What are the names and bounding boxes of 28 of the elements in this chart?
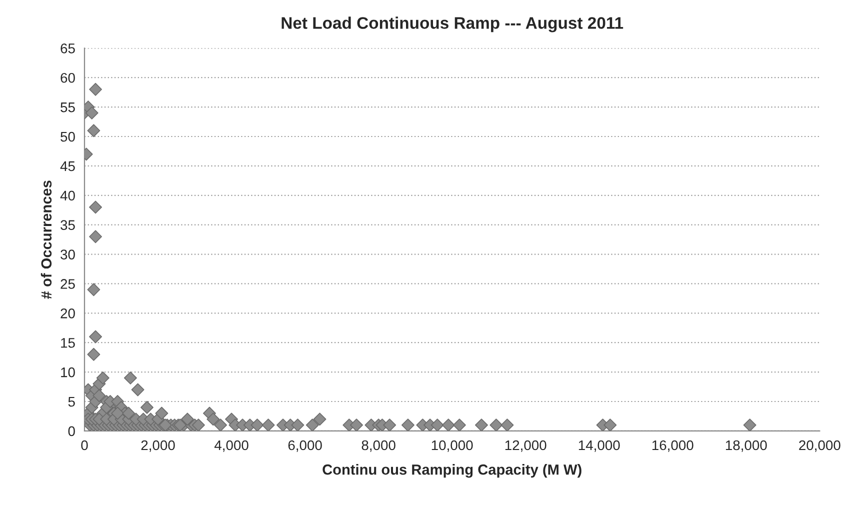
x-tick-label: 6,000 bbox=[288, 440, 322, 452]
x-tick-label: 18,000 bbox=[726, 440, 767, 452]
y-tick-label: 5 bbox=[68, 396, 75, 407]
y-tick-label: 55 bbox=[60, 102, 75, 112]
x-tick-label: 10,000 bbox=[432, 440, 473, 452]
y-tick-label: 60 bbox=[60, 72, 75, 83]
x-tick-label: 8,000 bbox=[362, 440, 396, 452]
x-tick-label: 20,000 bbox=[799, 440, 840, 452]
x-tick-label: 4,000 bbox=[214, 440, 248, 452]
y-tick-label: 0 bbox=[68, 426, 75, 436]
x-tick-label: 12,000 bbox=[505, 440, 546, 452]
x-tick-label: 2,000 bbox=[141, 440, 175, 452]
y-tick-label: 35 bbox=[60, 220, 75, 230]
x-tick-label: 0 bbox=[81, 440, 88, 450]
y-tick-label: 40 bbox=[60, 190, 75, 201]
x-axis-title: Continu ous Ramping Capacity (M W) bbox=[322, 464, 582, 478]
y-tick-label: 15 bbox=[61, 338, 75, 348]
y-axis-title: # of Occurrences bbox=[40, 180, 52, 299]
chart-title: Net Load Continuous Ramp --- August 2011 bbox=[282, 16, 624, 32]
y-tick-label: 25 bbox=[60, 279, 75, 289]
y-tick-label: 65 bbox=[60, 44, 75, 54]
y-tick-label: 45 bbox=[60, 161, 75, 172]
x-tick-label: 14,000 bbox=[578, 440, 620, 452]
x-tick-label: 16,000 bbox=[652, 440, 694, 452]
y-tick-label: 10 bbox=[61, 367, 75, 378]
y-tick-label: 20 bbox=[60, 308, 75, 318]
y-tick-label: 50 bbox=[60, 132, 75, 142]
y-tick-label: 30 bbox=[60, 250, 75, 260]
